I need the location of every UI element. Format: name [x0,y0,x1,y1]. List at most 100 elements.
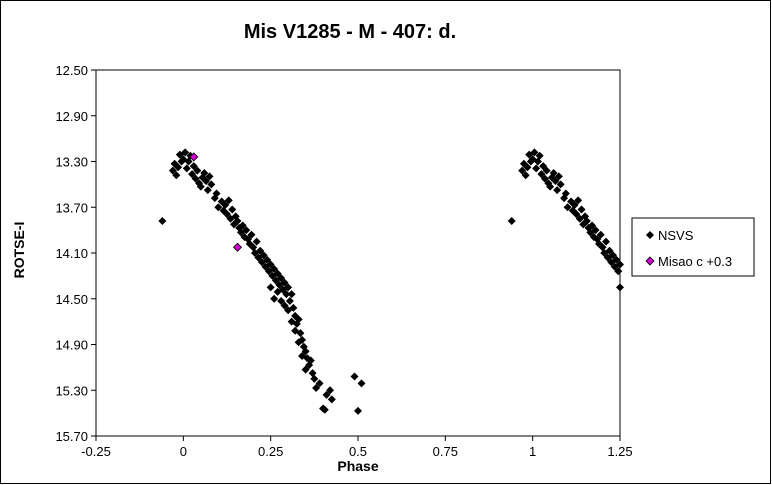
nsvs-point-repeat [561,189,570,198]
nsvs-point [238,221,247,230]
nsvs-point-repeat [574,196,583,205]
nsvs-point [326,386,335,395]
nsvs-point-repeat [556,180,565,189]
nsvs-point [306,356,315,365]
nsvs-point [277,297,286,306]
nsvs-point-repeat [616,283,624,292]
nsvs-point [294,315,303,324]
nsvs-point-repeat [591,226,600,235]
x-tick-label: 0.75 [433,444,458,459]
nsvs-point [224,196,233,205]
legend-marker-nsvs [646,231,654,239]
nsvs-point [193,166,202,175]
nsvs-point [354,406,362,415]
nsvs-point [242,226,251,235]
nsvs-point [301,365,310,374]
x-axis: -0.25 0 0.25 0.5 0.75 1 1.25 [81,436,633,459]
nsvs-point [256,246,265,255]
nsvs-point-repeat [532,164,541,173]
legend: NSVS Misao c +0.3 [631,217,755,277]
nsvs-point-repeat [582,216,591,225]
nsvs-point [254,253,263,262]
x-tick-label: 0 [180,444,187,459]
nsvs-point [327,395,336,404]
nsvs-point [284,306,293,315]
nsvs-point [247,230,256,239]
nsvs-point [172,171,181,180]
nsvs-point [252,237,261,246]
nsvs-point-repeat [609,251,618,260]
y-tick-label: 14.10 [55,246,88,261]
nsvs-point-repeat [523,163,532,172]
nsvs-point [203,186,212,195]
nsvs-point [280,278,289,287]
nsvs-point-repeat [518,166,527,175]
nsvs-point [315,379,324,388]
y-tick-label: 13.30 [55,155,88,170]
nsvs-point-repeat [540,174,549,183]
x-tick-label: 0.25 [258,444,283,459]
y-tick-label: 12.90 [55,109,88,124]
nsvs-point [287,317,296,326]
nsvs-point [294,338,303,347]
nsvs-point [189,162,198,171]
legend-box [631,217,755,277]
nsvs-point-repeat [616,260,624,269]
nsvs-point-repeat [612,255,621,264]
y-tick-label: 15.70 [55,429,88,444]
nsvs-point-repeat [539,162,548,171]
nsvs-point [285,297,294,306]
nsvs-point [322,390,331,399]
nsvs-point [182,164,191,173]
nsvs-point [249,243,258,252]
nsvs-point [266,260,275,269]
nsvs-point-repeat [553,186,562,195]
legend-label-nsvs: NSVS [658,228,694,243]
nsvs-point [280,301,289,310]
x-tick-label: 1.25 [607,444,632,459]
nsvs-point [310,374,319,383]
nsvs-point [259,251,268,260]
nsvs-point [188,170,197,179]
nsvs-point [196,182,205,191]
nsvs-point-repeat [577,205,586,214]
nsvs-point [282,290,291,299]
nsvs-point [168,166,177,175]
y-tick-label: 13.70 [55,200,88,215]
nsvs-point [174,163,183,172]
nsvs-point [284,283,293,292]
y-axis-label: ROTSE-I [11,222,27,279]
y-tick-label: 14.50 [55,292,88,307]
nsvs-point-repeat [596,230,605,239]
nsvs-point-repeat [554,172,563,181]
nsvs-point [207,180,216,189]
nsvs-point-repeat [572,210,581,219]
nsvs-point [214,203,223,212]
nsvs-point-repeat [605,246,614,255]
nsvs-point [205,172,214,181]
nsvs-point [266,283,275,292]
nsvs-point [191,174,200,183]
x-tick-label: 0.5 [349,444,367,459]
nsvs-point [158,216,167,225]
nsvs-point-repeat [537,170,546,179]
legend-label-misao: Misao c +0.3 [658,254,732,269]
nsvs-point [291,326,300,335]
nsvs-point-repeat [570,200,579,209]
nsvs-point [202,176,211,185]
nsvs-point [273,287,282,296]
nsvs-point [277,274,286,283]
nsvs-point-repeat [542,166,551,175]
nsvs-point [228,205,237,214]
misao-point [232,242,243,252]
plot-area [95,69,621,437]
nsvs-point [223,210,231,219]
y-tick-label: 12.50 [55,63,88,78]
nsvs-point [181,148,190,157]
y-tick-label: 14.90 [55,338,88,353]
data-points [158,148,624,415]
nsvs-point-repeat [588,221,597,230]
nsvs-point [357,379,366,388]
